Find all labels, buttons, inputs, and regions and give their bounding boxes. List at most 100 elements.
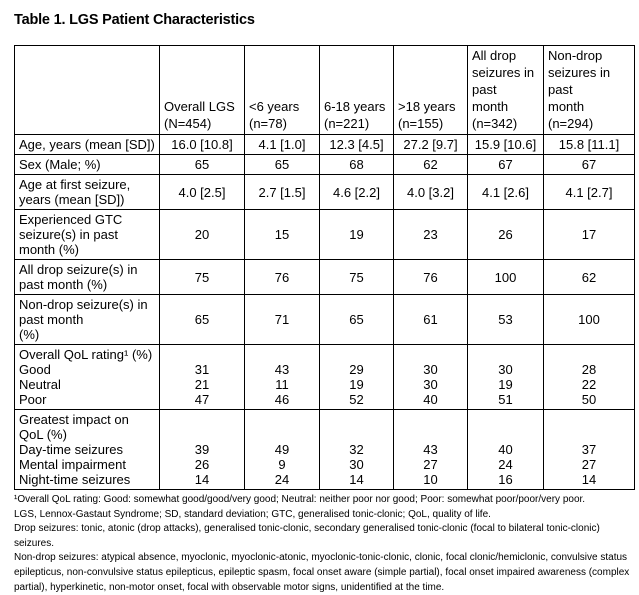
corner-cell: [14, 45, 160, 135]
footnote-abbreviations: LGS, Lennox-Gastaut Syndrome; SD, standa…: [14, 508, 491, 520]
subrow-label-line: Day-time seizures: [19, 442, 124, 457]
subrow-value-line: 51: [498, 392, 513, 407]
table-row: Experienced GTC seizure(s) in past month (…: [14, 209, 635, 260]
value-cell: 71: [244, 294, 320, 345]
row-label-line: past month (%): [19, 277, 108, 292]
subrow-value-line: 30: [349, 457, 364, 472]
group-label-line: Greatest impact on: [19, 412, 129, 427]
column-header-line: (n=294): [548, 116, 594, 131]
value-cell: 28 22 50: [543, 344, 635, 410]
value-cell: 65: [159, 294, 245, 345]
value-cell: 2.7 [1.5]: [244, 174, 320, 210]
subrow-value-line: 29: [349, 362, 364, 377]
value-cell: 27.2 [9.7]: [393, 134, 468, 155]
value-cell: 65: [319, 294, 394, 345]
subrow-value-line: 26: [194, 457, 210, 472]
subrow-value-line: 30: [498, 362, 513, 377]
value-cell: 75: [159, 259, 245, 295]
value-cell: 40 24 16: [467, 409, 544, 490]
subrow-value-line: 30: [423, 362, 438, 377]
footnotes-block: ¹Overall QoL rating: Good: somewhat good…: [14, 493, 636, 595]
blank-line: [397, 427, 464, 442]
value-cell: 75: [319, 259, 394, 295]
value-cell: 12.3 [4.5]: [319, 134, 394, 155]
value-cell: 23: [393, 209, 468, 260]
column-header-line: past: [472, 82, 497, 97]
blank-line: [163, 412, 241, 427]
subrow-value-line: 52: [349, 392, 364, 407]
subrow-label-line: Neutral: [19, 377, 61, 392]
row-label-line: month (%): [19, 242, 79, 257]
value-cell: 15.8 [11.1]: [543, 134, 635, 155]
table-row: Age at first seizure, years (mean [SD]) 4.…: [14, 174, 635, 210]
value-cell: 31 21 47: [159, 344, 245, 410]
subrow-value-line: 28: [581, 362, 597, 377]
subrow-value-line: 24: [274, 472, 290, 487]
blank-line: [547, 427, 631, 442]
value-cell: 39 26 14: [159, 409, 245, 490]
table-row: All drop seizure(s) in past month (%) 75 76…: [14, 259, 635, 295]
column-header-line: (n=221): [324, 116, 370, 131]
value-cell: 4.6 [2.2]: [319, 174, 394, 210]
column-header-line: month: [472, 99, 509, 114]
value-cell: 32 30 14: [319, 409, 394, 490]
value-cell: 65: [244, 154, 320, 175]
table-row: Non-drop seizure(s) in past month (%) 65 71 6…: [14, 294, 635, 345]
value-cell: 4.0 [2.5]: [159, 174, 245, 210]
column-header-line: past: [548, 82, 573, 97]
table-row: Sex (Male; %) 65 65 68 62 67 67: [14, 154, 635, 175]
blank-line: [323, 412, 390, 427]
subrow-label-line: Night-time seizures: [19, 472, 131, 487]
value-cell: 61: [393, 294, 468, 345]
blank-line: [471, 347, 540, 362]
subrow-value-line: 22: [581, 377, 597, 392]
value-cell: 30 19 51: [467, 344, 544, 410]
row-label-cell: Overall QoL rating¹ (%) Good Neutral Poor: [14, 344, 160, 410]
table-row: Greatest impact on QoL (%) Day-time seizur…: [14, 409, 635, 490]
row-label-cell: All drop seizure(s) in past month (%): [14, 259, 160, 295]
subrow-value-line: 40: [498, 442, 513, 457]
column-header-cell: <6 years (n=78): [244, 45, 320, 135]
blank-line: [248, 412, 316, 427]
footnote-non-drop-seizures: Non-drop seizures: atypical absence, myo…: [14, 552, 630, 593]
subrow-value-line: 43: [423, 442, 438, 457]
subrow-value-line: 27: [423, 457, 438, 472]
table-row: Overall QoL rating¹ (%) Good Neutral Poor 31…: [14, 344, 635, 410]
value-cell: 43 11 46: [244, 344, 320, 410]
value-cell: 100: [467, 259, 544, 295]
value-cell: 16.0 [10.8]: [159, 134, 245, 155]
column-header-line: (n=78): [249, 116, 287, 131]
row-label-cell: Sex (Male; %): [14, 154, 160, 175]
column-header-line: (N=454): [164, 116, 212, 131]
subrow-value-line: 19: [498, 377, 513, 392]
row-label-cell: Experienced GTC seizure(s) in past month (…: [14, 209, 160, 260]
blank-line: [163, 347, 241, 362]
footnote-drop-seizures: Drop seizures: tonic, atonic (drop attac…: [14, 523, 600, 549]
value-cell: 49 9 24: [244, 409, 320, 490]
column-header-cell: >18 years (n=155): [393, 45, 468, 135]
subrow-label-line: Poor: [19, 392, 47, 407]
subrow-value-line: 40: [423, 392, 438, 407]
value-cell: 4.1 [2.6]: [467, 174, 544, 210]
value-cell: 53: [467, 294, 544, 345]
row-label-cell: Age at first seizure, years (mean [SD]): [14, 174, 160, 210]
row-label-line: Age, years (mean [SD]): [19, 137, 155, 152]
subrow-label-line: Good: [19, 362, 51, 377]
row-label-line: All drop seizure(s) in: [19, 262, 138, 277]
subrow-value-line: 19: [349, 377, 364, 392]
value-cell: 29 19 52: [319, 344, 394, 410]
row-label-line: Sex (Male; %): [19, 157, 101, 172]
blank-line: [547, 412, 631, 427]
row-label-cell: Age, years (mean [SD]): [14, 134, 160, 155]
subrow-value-line: 9: [278, 457, 286, 472]
value-cell: 76: [244, 259, 320, 295]
blank-line: [471, 427, 540, 442]
subrow-value-line: 24: [498, 457, 513, 472]
subrow-value-line: 16: [498, 472, 513, 487]
subrow-value-line: 14: [581, 472, 597, 487]
subrow-value-line: 39: [194, 442, 210, 457]
subrow-label-line: Mental impairment: [19, 457, 126, 472]
blank-line: [163, 427, 241, 442]
subrow-value-line: 37: [581, 442, 597, 457]
